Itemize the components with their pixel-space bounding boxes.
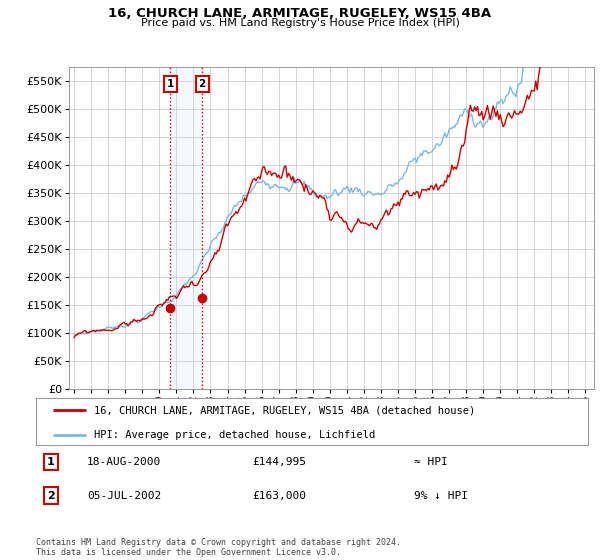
Text: £163,000: £163,000	[252, 491, 306, 501]
Text: Contains HM Land Registry data © Crown copyright and database right 2024.
This d: Contains HM Land Registry data © Crown c…	[36, 538, 401, 557]
Text: 2: 2	[47, 491, 55, 501]
Text: 16, CHURCH LANE, ARMITAGE, RUGELEY, WS15 4BA (detached house): 16, CHURCH LANE, ARMITAGE, RUGELEY, WS15…	[94, 405, 475, 416]
Text: 2: 2	[199, 79, 206, 89]
Text: 05-JUL-2002: 05-JUL-2002	[87, 491, 161, 501]
Text: £144,995: £144,995	[252, 457, 306, 467]
Text: 18-AUG-2000: 18-AUG-2000	[87, 457, 161, 467]
Text: ≈ HPI: ≈ HPI	[414, 457, 448, 467]
Text: Price paid vs. HM Land Registry's House Price Index (HPI): Price paid vs. HM Land Registry's House …	[140, 18, 460, 28]
Text: HPI: Average price, detached house, Lichfield: HPI: Average price, detached house, Lich…	[94, 430, 375, 440]
Bar	[170, 67, 202, 389]
Text: 9% ↓ HPI: 9% ↓ HPI	[414, 491, 468, 501]
Text: 16, CHURCH LANE, ARMITAGE, RUGELEY, WS15 4BA: 16, CHURCH LANE, ARMITAGE, RUGELEY, WS15…	[109, 7, 491, 20]
Text: 1: 1	[166, 79, 174, 89]
Text: 1: 1	[47, 457, 55, 467]
